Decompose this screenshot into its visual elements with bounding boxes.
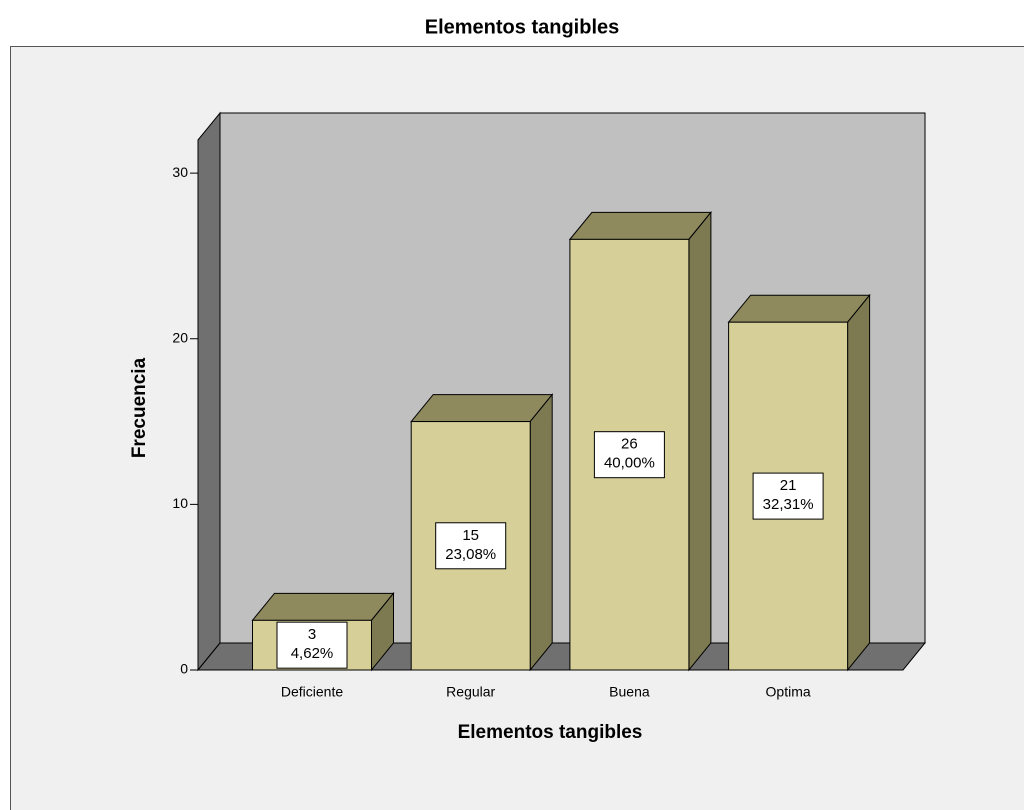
chart-title: Elementos tangibles — [425, 16, 620, 38]
value-label-box — [752, 472, 824, 520]
y-tick-label: 20 — [172, 329, 188, 345]
bar-side — [847, 293, 871, 672]
value-label: 15 — [462, 527, 479, 544]
value-label-box — [276, 621, 348, 669]
percent-label: 40,00% — [604, 455, 655, 472]
value-label-box — [435, 522, 507, 570]
percent-label: 32,31% — [763, 496, 814, 513]
bar-top — [410, 394, 554, 423]
bar-top — [568, 211, 712, 240]
left-wall — [197, 111, 221, 672]
x-tick-label: Buena — [609, 684, 650, 700]
x-tick-label: Deficiente — [281, 684, 343, 700]
value-label-box — [593, 431, 665, 479]
y-tick-label: 10 — [172, 495, 188, 511]
value-label: 21 — [780, 477, 797, 494]
x-axis-title: Elementos tangibles — [458, 722, 643, 743]
x-tick-label: Regular — [446, 684, 495, 700]
y-tick-label: 0 — [180, 661, 188, 677]
percent-label: 4,62% — [291, 645, 334, 662]
value-label: 26 — [621, 436, 638, 453]
bar-top — [251, 592, 395, 621]
value-label: 3 — [308, 626, 316, 643]
bar-top — [727, 294, 871, 323]
x-tick-label: Optima — [766, 684, 811, 700]
percent-label: 23,08% — [445, 546, 496, 563]
y-axis-title: Frecuencia — [129, 357, 150, 458]
bar-side — [529, 393, 553, 672]
y-tick-label: 30 — [172, 164, 188, 180]
bar-side — [688, 210, 712, 672]
bar — [410, 421, 531, 671]
